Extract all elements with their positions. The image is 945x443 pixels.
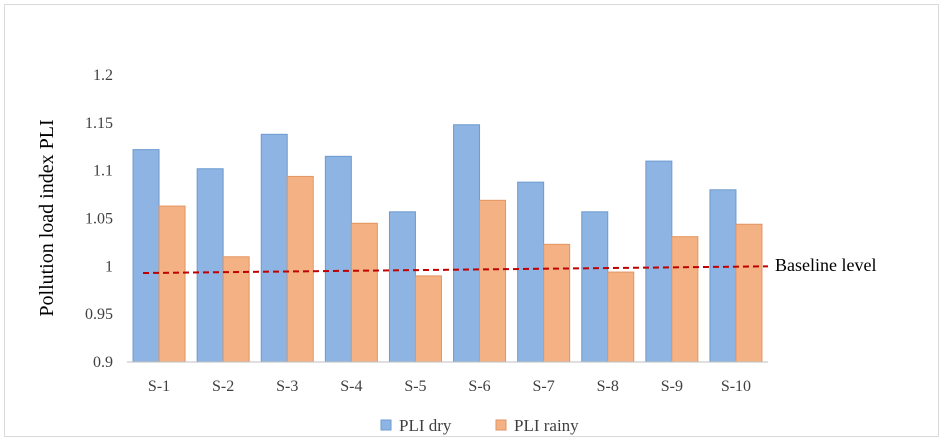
x-tick-label: S-2 (212, 378, 234, 395)
x-tick-label: S-10 (721, 378, 751, 395)
x-tick-label: S-7 (533, 378, 555, 395)
y-axis-ticks: 0.9 0.95 1 1.05 1.1 1.15 1.2 (85, 67, 113, 371)
x-tick-label: S-6 (468, 378, 490, 395)
x-tick-label: S-5 (404, 378, 426, 395)
y-tick-label: 1.2 (93, 67, 113, 84)
x-tick-label: S-1 (148, 378, 170, 395)
bars (132, 124, 763, 363)
x-axis-ticks: S-1 S-2 S-3 S-4 S-5 S-6 S-7 S-8 S-9 S-10 (148, 378, 751, 395)
baseline-line (142, 265, 769, 275)
y-tick-label: 1.1 (93, 163, 113, 180)
x-tick-label: S-3 (276, 378, 298, 395)
y-tick-label: 1.15 (85, 115, 113, 132)
y-tick-label: 1 (105, 258, 113, 275)
baseline-label: Baseline level (775, 255, 876, 275)
bar-pli-rainy-S-2 (222, 256, 250, 363)
bar-pli-rainy-S-9 (671, 236, 699, 363)
bar-pli-dry-S-7 (517, 181, 545, 363)
bar-pli-rainy-S-8 (607, 271, 635, 363)
legend-label-pli-rainy: PLI rainy (514, 416, 579, 435)
y-tick-label: 0.9 (93, 354, 113, 371)
bar-pli-dry-S-8 (581, 211, 609, 363)
bar-pli-dry-S-1 (132, 149, 160, 363)
bar-pli-dry-S-6 (453, 124, 481, 363)
bar-pli-rainy-S-4 (350, 222, 378, 363)
y-tick-label: 1.05 (85, 211, 113, 228)
bar-pli-dry-S-5 (388, 211, 416, 363)
bar-pli-dry-S-2 (196, 168, 224, 363)
legend-swatch-pli-dry (380, 419, 392, 431)
bar-pli-dry-S-3 (260, 133, 288, 363)
legend-label-pli-dry: PLI dry (399, 416, 452, 435)
bar-pli-rainy-S-6 (479, 199, 507, 363)
x-tick-label: S-8 (597, 378, 619, 395)
bar-pli-rainy-S-7 (543, 243, 571, 363)
bar-pli-dry-S-4 (324, 155, 352, 363)
legend: PLI dry PLI rainy (380, 416, 579, 435)
bar-pli-dry-S-9 (645, 160, 673, 363)
y-axis-label: Pollution load index PLI (36, 119, 58, 316)
legend-swatch-pli-rainy (495, 419, 507, 431)
bar-pli-rainy-S-3 (286, 175, 314, 363)
bar-pli-rainy-S-10 (735, 223, 763, 363)
y-tick-label: 0.95 (85, 306, 113, 323)
bar-pli-rainy-S-5 (414, 275, 442, 363)
bar-pli-dry-S-10 (709, 189, 737, 363)
x-tick-label: S-4 (340, 378, 362, 395)
x-tick-label: S-9 (661, 378, 683, 395)
bar-pli-rainy-S-1 (158, 205, 186, 363)
